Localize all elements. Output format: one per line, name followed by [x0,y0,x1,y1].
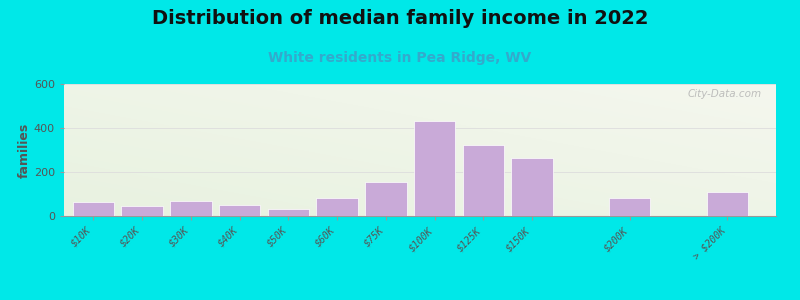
Bar [462,145,504,216]
Bar [365,182,406,216]
Bar [268,209,309,216]
Bar [122,206,162,216]
Text: White residents in Pea Ridge, WV: White residents in Pea Ridge, WV [268,51,532,65]
Bar [706,192,748,216]
Text: Distribution of median family income in 2022: Distribution of median family income in … [152,9,648,28]
Bar [609,198,650,216]
Bar [316,198,358,216]
Y-axis label: families: families [18,122,31,178]
Bar [414,122,455,216]
Bar [219,205,260,216]
Bar [73,202,114,216]
Bar [170,201,211,216]
Bar [511,158,553,216]
Text: City-Data.com: City-Data.com [688,89,762,99]
